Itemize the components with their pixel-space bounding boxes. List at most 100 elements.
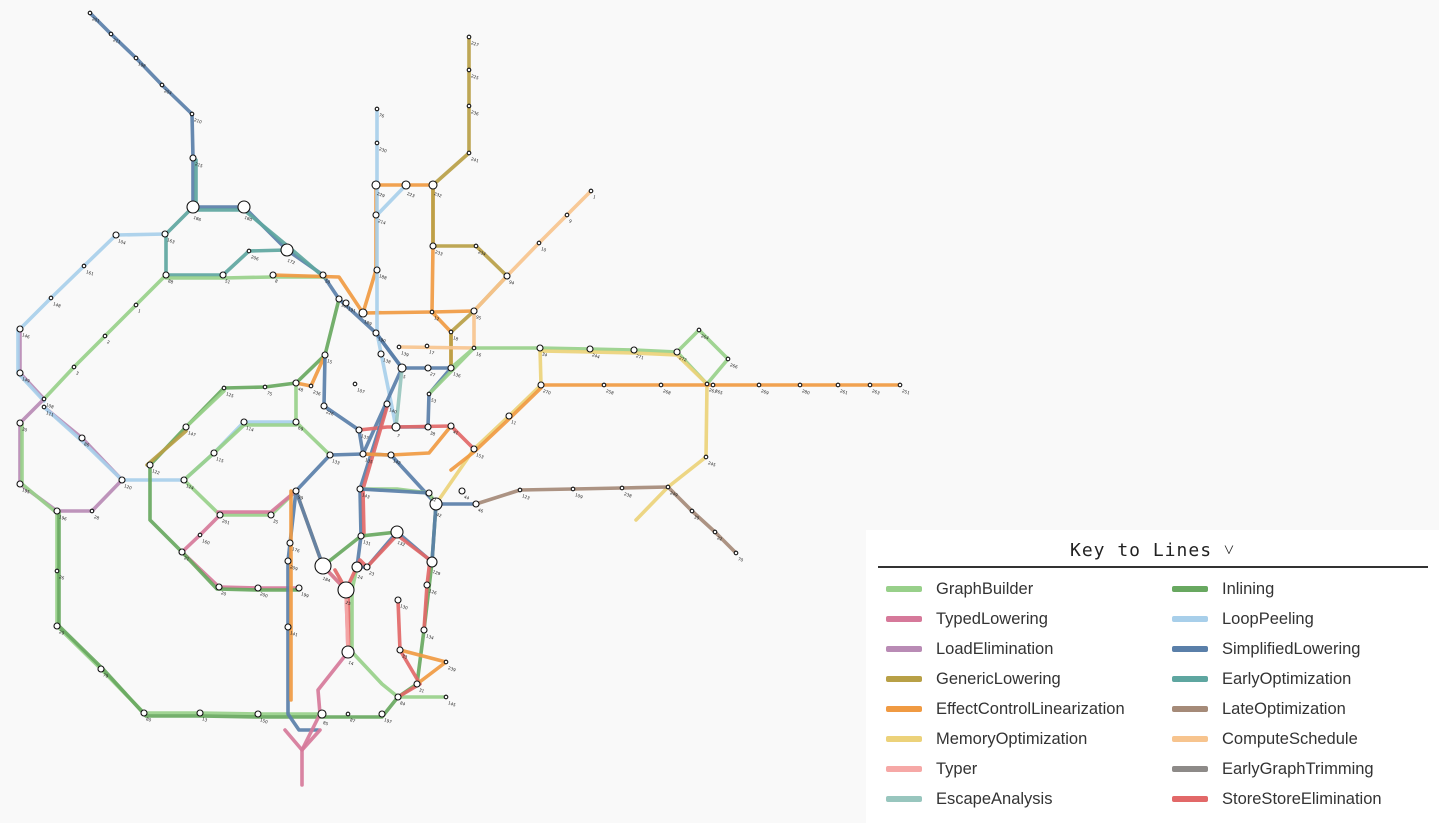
station[interactable] [586, 345, 594, 353]
station[interactable] [197, 532, 203, 538]
station[interactable] [503, 272, 511, 280]
station[interactable] [41, 404, 47, 410]
station[interactable] [374, 140, 380, 146]
station[interactable] [394, 693, 402, 701]
station[interactable] [373, 266, 381, 274]
station[interactable] [189, 154, 197, 162]
legend-item[interactable]: SimplifiedLowering [1172, 638, 1361, 660]
station[interactable] [372, 329, 380, 337]
station[interactable] [335, 295, 343, 303]
station[interactable] [505, 412, 513, 420]
station[interactable] [443, 694, 449, 700]
station[interactable] [254, 584, 262, 592]
station[interactable] [797, 382, 803, 388]
station[interactable] [466, 67, 472, 73]
station[interactable] [16, 369, 24, 377]
station[interactable] [658, 382, 664, 388]
station[interactable] [536, 240, 542, 246]
station[interactable] [710, 382, 716, 388]
station[interactable] [466, 34, 472, 40]
station[interactable] [458, 487, 466, 495]
station[interactable] [221, 385, 227, 391]
station[interactable] [219, 271, 227, 279]
station[interactable] [420, 626, 428, 634]
station[interactable] [182, 423, 190, 431]
station[interactable] [292, 418, 300, 426]
station[interactable] [696, 327, 702, 333]
station[interactable] [588, 188, 594, 194]
station[interactable] [630, 346, 638, 354]
station[interactable] [394, 596, 402, 604]
legend-item[interactable]: StoreStoreElimination [1172, 788, 1382, 810]
legend-item[interactable]: ComputeSchedule [1172, 728, 1358, 750]
station[interactable] [426, 556, 438, 568]
station[interactable] [426, 391, 432, 397]
station[interactable] [246, 248, 252, 254]
station[interactable] [429, 242, 437, 250]
station[interactable] [377, 350, 385, 358]
station[interactable] [118, 476, 126, 484]
station[interactable] [210, 449, 218, 457]
station[interactable] [112, 231, 120, 239]
station[interactable] [359, 450, 367, 458]
legend-item[interactable]: Inlining [1172, 578, 1274, 600]
station[interactable] [133, 55, 139, 61]
station[interactable] [216, 511, 224, 519]
station[interactable] [295, 584, 303, 592]
station[interactable] [413, 680, 421, 688]
station[interactable] [733, 550, 739, 556]
station[interactable] [383, 400, 391, 408]
station[interactable] [391, 422, 401, 432]
station[interactable] [536, 344, 544, 352]
station[interactable] [267, 511, 275, 519]
station[interactable] [564, 212, 570, 218]
station[interactable] [447, 364, 455, 372]
station[interactable] [471, 345, 477, 351]
station[interactable] [308, 383, 314, 389]
legend-item[interactable]: EarlyGraphTrimming [1172, 758, 1374, 780]
station[interactable] [341, 645, 355, 659]
station[interactable] [424, 423, 432, 431]
station[interactable] [371, 180, 381, 190]
legend-toggle[interactable]: Key to Lines ˅ [1069, 540, 1236, 561]
station[interactable] [54, 568, 60, 574]
station[interactable] [470, 445, 478, 453]
station[interactable] [443, 659, 449, 665]
legend-item[interactable]: LateOptimization [1172, 698, 1346, 720]
station[interactable] [189, 111, 195, 117]
legend-item[interactable]: Typer [886, 758, 977, 780]
station[interactable] [387, 451, 395, 459]
station[interactable] [16, 419, 24, 427]
station[interactable] [269, 271, 277, 279]
station[interactable] [186, 200, 200, 214]
station[interactable] [601, 382, 607, 388]
station[interactable] [48, 295, 54, 301]
station[interactable] [673, 348, 681, 356]
station[interactable] [619, 485, 625, 491]
station[interactable] [326, 451, 334, 459]
station[interactable] [286, 539, 294, 547]
station[interactable] [81, 263, 87, 269]
station[interactable] [159, 82, 165, 88]
station[interactable] [351, 561, 363, 573]
station[interactable] [466, 150, 472, 156]
station[interactable] [53, 507, 61, 515]
station[interactable] [355, 426, 363, 434]
station[interactable] [378, 710, 386, 718]
legend-item[interactable]: GraphBuilder [886, 578, 1033, 600]
station[interactable] [429, 309, 435, 315]
station[interactable] [867, 382, 873, 388]
station[interactable] [108, 31, 114, 37]
station[interactable] [352, 381, 358, 387]
station[interactable] [689, 508, 695, 514]
station[interactable] [240, 418, 248, 426]
station[interactable] [262, 384, 268, 390]
station[interactable] [470, 307, 478, 315]
station[interactable] [320, 402, 328, 410]
station[interactable] [466, 103, 472, 109]
station[interactable] [897, 382, 903, 388]
legend-item[interactable]: EarlyOptimization [1172, 668, 1351, 690]
station[interactable] [401, 180, 411, 190]
station[interactable] [102, 333, 108, 339]
station[interactable] [372, 211, 380, 219]
